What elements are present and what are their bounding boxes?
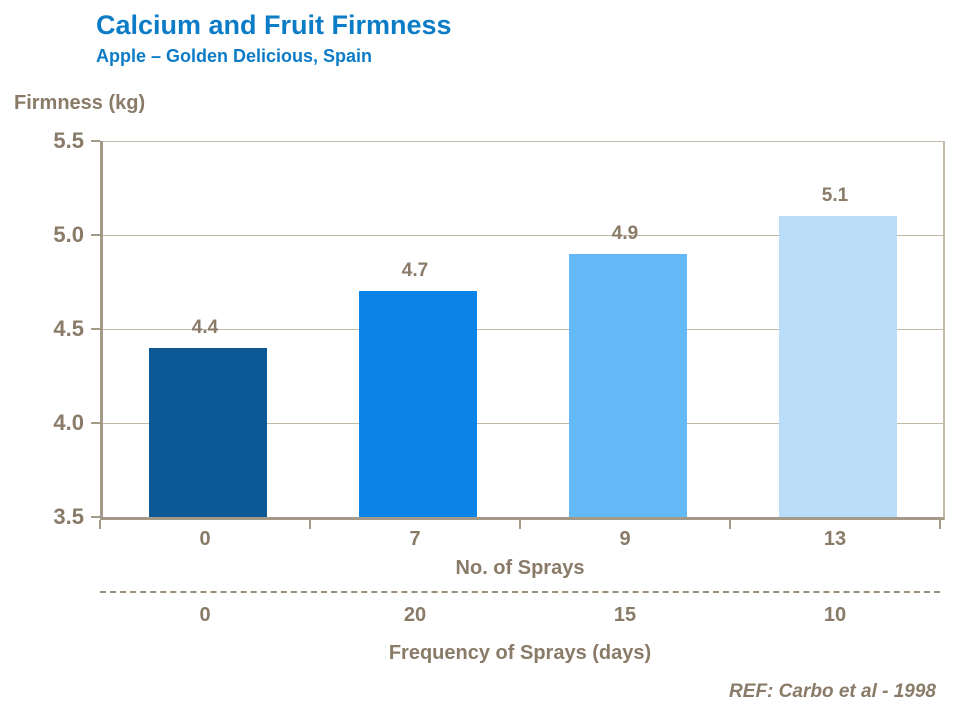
bar <box>569 254 687 517</box>
gridline <box>103 423 943 424</box>
secondary-axis-title: Frequency of Sprays (days) <box>388 642 652 664</box>
bar <box>779 216 897 517</box>
separator-dashed-line <box>100 591 940 593</box>
bar-value-label: 4.4 <box>191 317 219 338</box>
x-tick-label: 13 <box>823 528 847 550</box>
y-tick-mark <box>91 328 100 330</box>
y-tick-label: 3.5 <box>53 504 84 529</box>
bar <box>149 348 267 517</box>
y-tick-label: 5.5 <box>53 128 84 153</box>
x-tick-label: 0 <box>199 528 211 550</box>
gridline <box>103 329 943 330</box>
x-tick-label: 7 <box>409 528 421 550</box>
x-tick-mark <box>519 520 521 529</box>
gridline <box>103 235 943 236</box>
secondary-axis-value: 20 <box>403 604 427 626</box>
bar-value-label: 4.7 <box>401 260 429 281</box>
reference-note: REF: Carbo et al - 1998 <box>729 681 936 702</box>
chart-title: Calcium and Fruit Firmness <box>96 10 452 40</box>
y-tick-mark <box>91 140 100 142</box>
x-axis-title: No. of Sprays <box>455 557 585 579</box>
bar <box>359 291 477 517</box>
x-tick-mark <box>99 520 101 529</box>
bar-value-label: 5.1 <box>821 185 849 206</box>
secondary-axis-value: 15 <box>613 604 637 626</box>
y-tick-label: 4.5 <box>53 316 84 341</box>
y-tick-mark <box>91 234 100 236</box>
x-tick-mark <box>939 520 941 529</box>
gridline <box>103 141 943 142</box>
plot-area <box>100 141 945 520</box>
y-tick-label: 5.0 <box>53 222 84 247</box>
secondary-axis-value: 10 <box>823 604 847 626</box>
secondary-axis-value: 0 <box>199 604 211 626</box>
y-axis-title: Firmness (kg) <box>14 92 146 114</box>
x-tick-mark <box>729 520 731 529</box>
y-tick-mark <box>91 516 100 518</box>
y-tick-mark <box>91 422 100 424</box>
x-tick-mark <box>309 520 311 529</box>
bar-value-label: 4.9 <box>611 223 639 244</box>
y-tick-label: 4.0 <box>53 410 84 435</box>
x-tick-label: 9 <box>619 528 631 550</box>
chart-subtitle: Apple – Golden Delicious, Spain <box>96 46 373 66</box>
